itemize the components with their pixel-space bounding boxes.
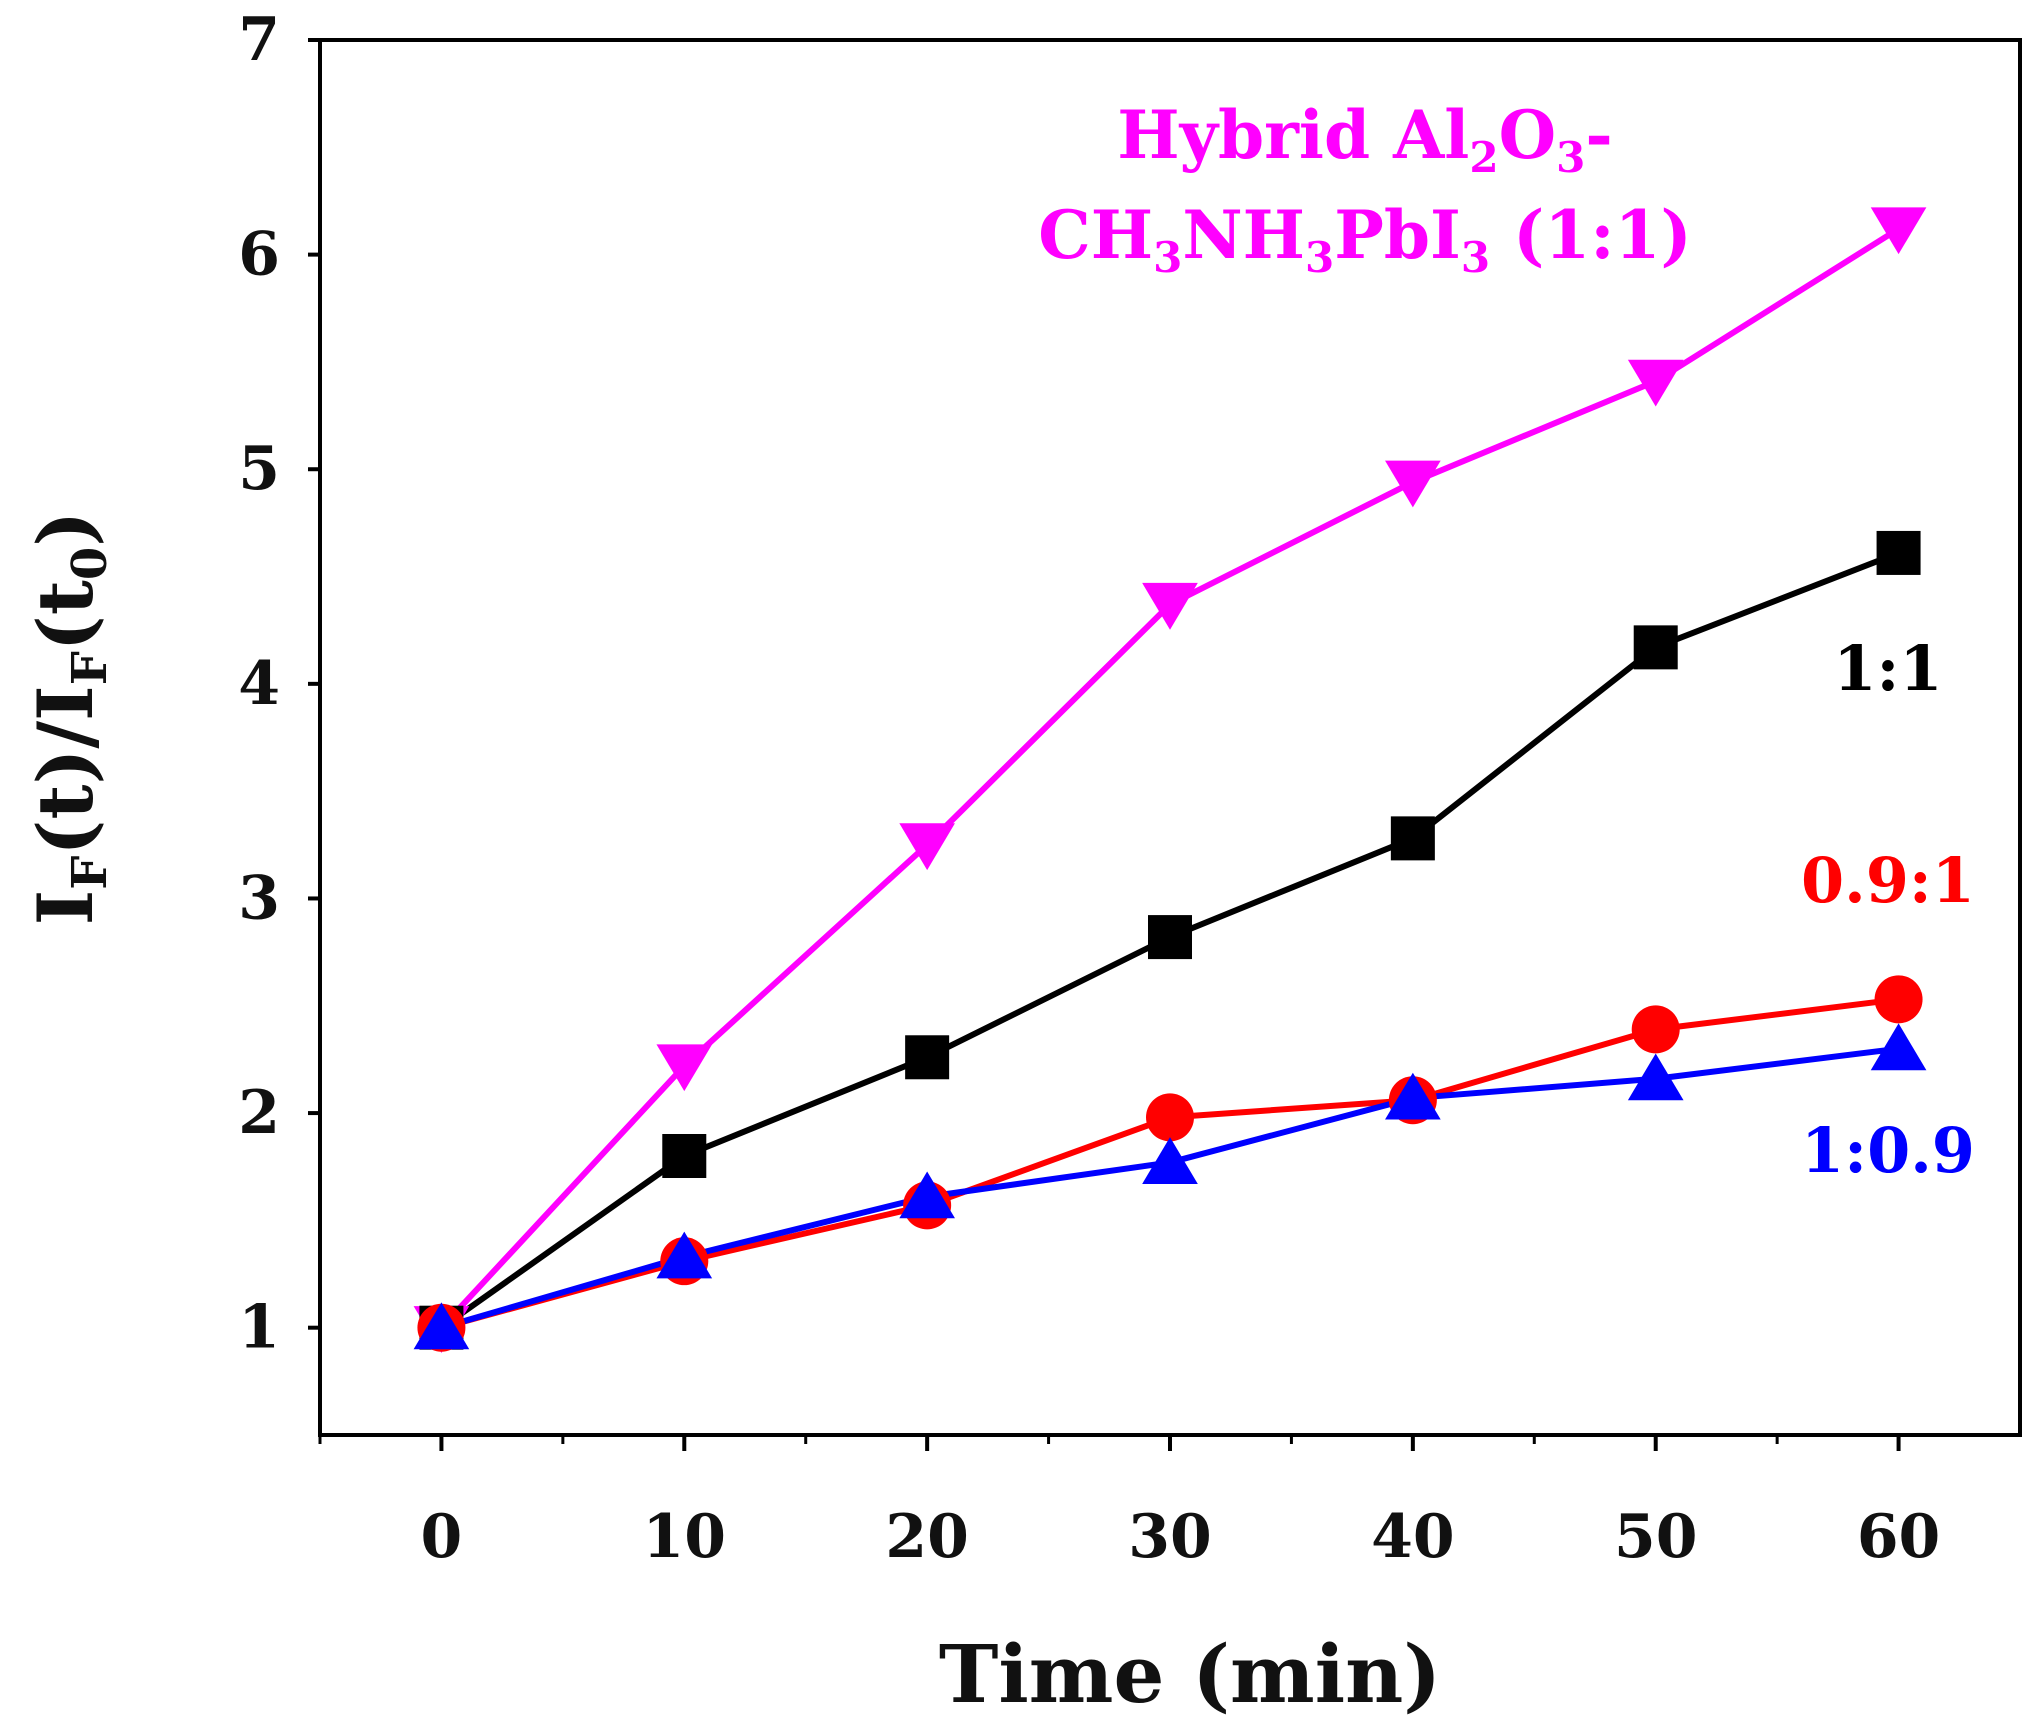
y-tick-label: 1 [238,1293,280,1363]
label-ratio-0.9-1: 0.9:1 [1801,844,1975,917]
x-tick-label: 60 [1857,1502,1941,1572]
data-point-triangle-up [1385,1072,1441,1120]
x-tick-label: 30 [1128,1502,1212,1572]
y-title-part2: (t)/I [21,685,110,855]
y-axis-tick-labels: 1 2 3 4 5 6 7 [238,5,280,1363]
data-point-triangle-up [1142,1137,1198,1184]
y-axis-ticks [308,38,320,1330]
hybrid-l2-d: (1:1) [1490,196,1692,274]
y-tick-label: 6 [238,220,280,290]
hybrid-l2-c: PbI [1334,196,1461,274]
data-point-square [1390,816,1435,861]
data-point-square [905,1035,950,1080]
data-point-triangle-down [1870,207,1927,255]
data-point-square [1876,530,1921,575]
data-point-triangle-down [1385,460,1441,508]
y-title-part1: I [21,890,110,926]
x-axis-ticks [318,1435,1901,1451]
y-tick-label: 2 [238,1078,280,1148]
data-point-square [662,1134,707,1178]
x-tick-label: 0 [421,1502,463,1572]
y-title-sub1: F [62,856,118,890]
hybrid-l2-a: CH [1038,196,1153,274]
hybrid-l2-sub3: 3 [1461,233,1490,282]
x-tick-label: 50 [1614,1502,1698,1572]
x-tick-label: 10 [643,1502,727,1572]
y-tick-label: 5 [238,434,280,504]
y-tick-label: 4 [238,649,280,719]
x-tick-label: 20 [885,1502,969,1572]
y-axis-title: IF(t)/IF(t0) [21,511,118,926]
y-title-sub2: F [62,651,118,685]
data-point-circle [1146,1093,1194,1142]
data-point-circle [1631,1005,1680,1054]
y-title-part4: ) [21,511,110,547]
data-point-square [1633,625,1678,670]
series-layer [413,207,1927,1353]
hybrid-l2-sub1: 3 [1153,233,1182,282]
data-point-triangle-up [656,1231,713,1279]
hybrid-l1-sub1: 2 [1469,133,1498,182]
hybrid-l2-sub2: 3 [1305,233,1334,282]
data-point-square [1148,915,1192,960]
data-point-triangle-up [899,1171,955,1219]
label-ratio-1-0.9: 1:0.9 [1801,1114,1975,1187]
hybrid-l1-sub2: 3 [1556,133,1585,182]
data-point-triangle-down [1142,582,1198,630]
label-ratio-1-1: 1:1 [1833,632,1942,705]
data-point-circle [1874,975,1923,1024]
data-point-triangle-down [656,1044,713,1092]
y-title-sub3: 0 [62,547,118,580]
y-title-part3: (t [21,580,110,651]
hybrid-label-line1: Hybrid Al2O3- [1117,96,1612,182]
x-axis-title: Time (min) [939,1627,1441,1721]
hybrid-l1-c: - [1585,96,1612,174]
data-point-triangle-up [413,1302,470,1350]
hybrid-l1-a: Hybrid Al [1117,96,1469,174]
data-point-triangle-down [899,823,955,871]
data-point-triangle-up [1627,1053,1684,1101]
x-tick-label: 40 [1371,1502,1455,1572]
data-point-triangle-down [1627,359,1684,407]
hybrid-l2-b: NH [1182,196,1305,274]
y-tick-label: 7 [238,5,280,75]
hybrid-l1-b: O [1499,96,1557,174]
x-axis-tick-labels: 0 10 20 30 40 50 60 [421,1502,1941,1572]
y-tick-label: 3 [238,863,280,933]
data-point-triangle-up [1870,1023,1927,1071]
hybrid-label-line2: CH3NH3PbI3 (1:1) [1038,196,1692,282]
